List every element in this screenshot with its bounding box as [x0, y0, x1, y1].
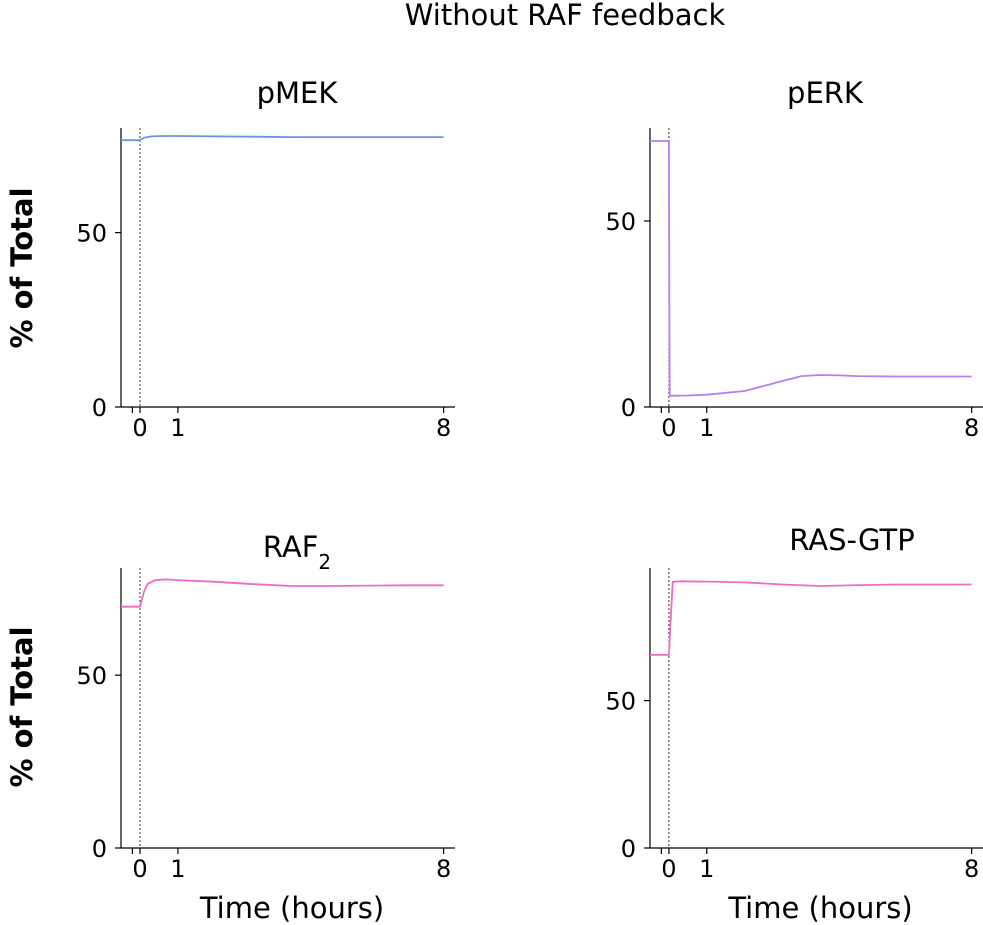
x-tick-label: 0	[132, 414, 147, 442]
x-axis-label: Time (hours)	[727, 891, 912, 925]
series-line	[121, 578, 444, 608]
series-line	[650, 140, 972, 397]
panel-title: pMEK	[257, 76, 339, 110]
y-axis-label: % of Total	[5, 626, 39, 787]
panel-title: pERK	[787, 76, 864, 110]
x-tick-label: 0	[132, 855, 147, 883]
y-tick-label: 50	[76, 662, 107, 690]
x-tick-label: 0	[661, 414, 676, 442]
y-tick-label: 0	[92, 394, 107, 422]
x-tick-label: 8	[964, 855, 979, 883]
x-tick-label: 1	[170, 414, 185, 442]
x-tick-label: 8	[436, 855, 451, 883]
y-tick-label: 0	[621, 835, 636, 863]
y-tick-label: 50	[605, 688, 636, 716]
x-axis-label: Time (hours)	[199, 891, 384, 925]
x-tick-label: 1	[170, 855, 185, 883]
y-tick-label: 0	[621, 394, 636, 422]
panel-title: RAS-GTP	[789, 523, 914, 557]
y-tick-label: 0	[92, 835, 107, 863]
panel-title: RAF2	[263, 530, 331, 574]
y-axis-label: % of Total	[5, 187, 39, 348]
y-tick-label: 50	[76, 220, 107, 248]
series-line	[650, 580, 972, 656]
series-line	[121, 135, 444, 142]
x-tick-label: 1	[699, 855, 714, 883]
x-tick-label: 0	[661, 855, 676, 883]
x-tick-label: 8	[964, 414, 979, 442]
y-tick-label: 50	[605, 208, 636, 236]
x-tick-label: 1	[699, 414, 714, 442]
figure-suptitle: Without RAF feedback	[405, 0, 726, 32]
x-tick-label: 8	[436, 414, 451, 442]
